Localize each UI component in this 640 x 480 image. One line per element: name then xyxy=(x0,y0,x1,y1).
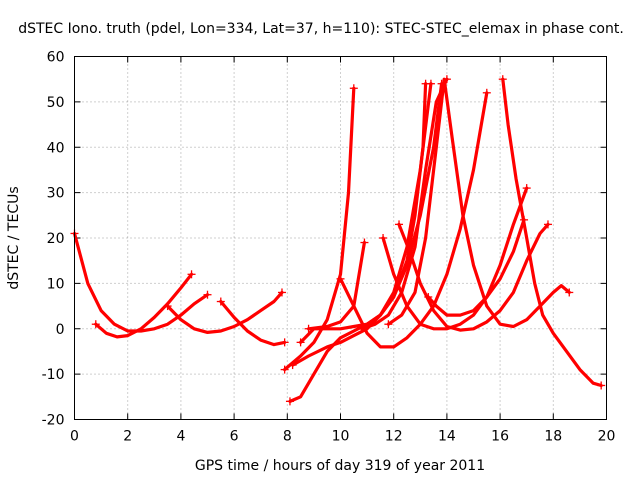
point-marker xyxy=(379,234,388,242)
point-marker xyxy=(277,288,286,297)
point-marker xyxy=(597,381,606,390)
series-line-arc-3 xyxy=(166,290,284,334)
grid xyxy=(74,56,607,420)
series-line-arc-12 xyxy=(381,186,529,331)
point-marker xyxy=(442,75,451,84)
x-tick-label: 8 xyxy=(283,429,292,445)
point-marker xyxy=(395,220,404,229)
point-marker xyxy=(482,88,491,97)
point-marker xyxy=(426,79,435,88)
point-marker xyxy=(285,397,294,406)
y-tick-label: 20 xyxy=(47,231,65,247)
point-marker xyxy=(520,215,529,224)
point-marker xyxy=(498,75,507,84)
point-marker xyxy=(187,270,196,279)
y-tick-label: 60 xyxy=(47,50,65,66)
series-line-arc-9 xyxy=(307,240,366,331)
plot-frame xyxy=(74,56,607,420)
y-axis-label: dSTEC / TECUs xyxy=(6,186,22,289)
y-tick-label: -20 xyxy=(42,413,65,429)
point-marker xyxy=(437,79,446,88)
point-marker xyxy=(543,220,552,229)
x-tick-label: 20 xyxy=(598,429,616,445)
point-marker xyxy=(522,184,531,193)
x-tick-label: 4 xyxy=(176,429,185,445)
point-marker xyxy=(216,297,225,306)
point-marker xyxy=(280,338,289,347)
chart-title: dSTEC Iono. truth (pdel, Lon=334, Lat=37… xyxy=(18,21,624,37)
tick-labels: 0 2 4 6 8 10 12 14 16 18 20 -20 -10 0 10 20 30 40 50 60 xyxy=(42,50,616,445)
y-tick-label: -10 xyxy=(42,367,65,383)
y-tick-label: 0 xyxy=(56,322,65,338)
series-line-arc-4 xyxy=(219,299,287,347)
point-marker xyxy=(360,238,369,247)
point-marker xyxy=(565,288,574,297)
point-marker xyxy=(384,320,393,329)
x-tick-label: 10 xyxy=(332,429,350,445)
series-lines xyxy=(72,77,603,403)
series-line-arc-1 xyxy=(72,231,210,333)
series-line-arc-14 xyxy=(386,77,571,329)
series-line-arc-11 xyxy=(360,77,449,331)
x-axis-label: GPS time / hours of day 319 of year 2011 xyxy=(195,458,485,474)
x-tick-label: 0 xyxy=(70,429,79,445)
point-marker xyxy=(304,324,313,333)
series-line-arc-2 xyxy=(94,272,194,339)
y-tick-label: 50 xyxy=(47,95,65,111)
point-marker xyxy=(296,338,305,347)
x-tick-label: 18 xyxy=(544,429,562,445)
y-tick-label: 30 xyxy=(47,186,65,202)
y-tick-label: 10 xyxy=(47,276,65,292)
series-line-arc-15 xyxy=(501,77,603,388)
x-tick-label: 12 xyxy=(385,429,403,445)
point-marker xyxy=(288,361,297,370)
y-tick-label: 40 xyxy=(47,140,65,156)
point-marker xyxy=(424,292,433,301)
point-marker xyxy=(91,320,100,329)
x-tick-label: 16 xyxy=(491,429,509,445)
point-marker xyxy=(357,324,366,333)
series-markers xyxy=(70,75,606,406)
x-tick-label: 2 xyxy=(123,429,132,445)
x-tick-label: 6 xyxy=(230,429,239,445)
point-marker xyxy=(336,274,345,283)
point-marker xyxy=(349,84,358,93)
series-line-arc-13 xyxy=(397,222,550,332)
series-line-arc-5 xyxy=(283,86,356,372)
point-marker xyxy=(203,290,212,299)
series-line-arc-16 xyxy=(426,218,526,317)
point-marker xyxy=(163,302,172,311)
x-tick-label: 14 xyxy=(438,429,456,445)
point-marker xyxy=(280,365,289,374)
series-line-arc-7 xyxy=(291,82,433,367)
